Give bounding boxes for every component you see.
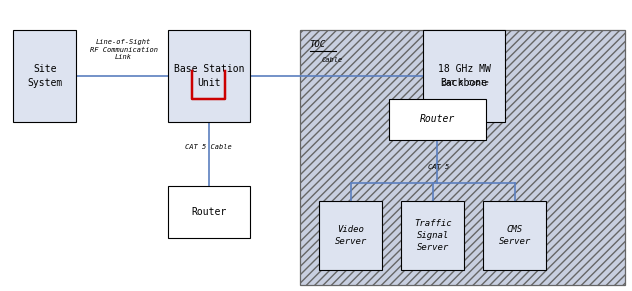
- Bar: [423, 30, 505, 122]
- Text: CAT 5 Cable: CAT 5 Cable: [185, 144, 232, 150]
- Bar: [300, 30, 625, 285]
- Text: 18 GHz MW
Backbone: 18 GHz MW Backbone: [438, 64, 490, 88]
- Bar: [13, 30, 76, 122]
- Text: Video
Server: Video Server: [334, 225, 367, 246]
- Bar: [389, 99, 486, 140]
- Bar: [401, 200, 464, 270]
- Bar: [168, 186, 250, 238]
- Text: Traffic
Signal
Server: Traffic Signal Server: [414, 219, 451, 252]
- Text: Base Station
Unit: Base Station Unit: [174, 64, 244, 88]
- Text: Site
System: Site System: [27, 64, 63, 88]
- Text: CAT 5: CAT 5: [428, 164, 449, 170]
- Text: CMS
Server: CMS Server: [499, 225, 531, 246]
- Text: Cable: Cable: [321, 57, 343, 63]
- Text: Line-of-Sight
RF Communication
Link: Line-of-Sight RF Communication Link: [90, 39, 157, 60]
- Bar: [319, 200, 382, 270]
- Bar: [483, 200, 546, 270]
- Text: TOC: TOC: [310, 40, 326, 49]
- Text: Router: Router: [420, 114, 455, 125]
- Bar: [168, 30, 250, 122]
- Text: Router: Router: [191, 207, 226, 217]
- Text: CAT 5 Cable: CAT 5 Cable: [442, 80, 489, 86]
